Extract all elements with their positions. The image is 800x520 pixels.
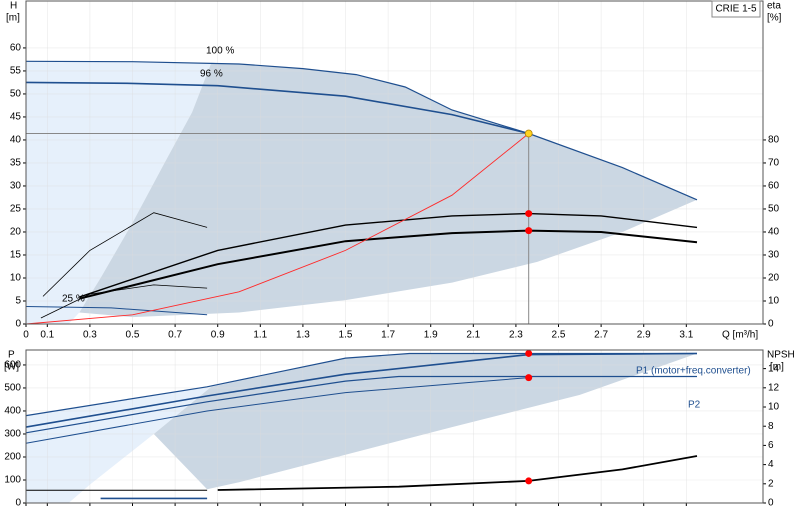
curve xyxy=(25,133,529,325)
x-tick-label: 2.3 xyxy=(509,330,523,341)
y-tick-label: 0 xyxy=(15,319,21,330)
operating-point xyxy=(525,349,533,357)
x-tick-label: 1.1 xyxy=(253,330,267,341)
operating-range xyxy=(26,61,212,325)
y2-tick-label: 70 xyxy=(768,158,780,169)
curve xyxy=(25,377,529,444)
x-tick-label: 0.7 xyxy=(168,330,182,341)
x-tick-label: 1.3 xyxy=(296,330,310,341)
power-panel: 0 100 200 300 400 500 600 0 2 4 6 8 10 12 14 xyxy=(4,349,780,509)
operating-range xyxy=(26,386,212,503)
y-tick-label: 200 xyxy=(4,452,21,463)
y-tick-label: 20 xyxy=(10,227,22,238)
y-tick-label: 60 xyxy=(10,43,22,54)
y2-tick-label: 30 xyxy=(768,250,780,261)
y2-tick-label: 4 xyxy=(768,459,774,470)
y2-tick-label: 60 xyxy=(768,181,780,192)
y2-tick-label: 10 xyxy=(768,296,780,307)
y-tick-label: 0 xyxy=(15,498,21,509)
y-tick-label: 500 xyxy=(4,383,21,394)
plot-frame xyxy=(25,0,764,325)
series-label: 100 % xyxy=(206,46,234,57)
plot-frame xyxy=(25,349,764,504)
x-tick-label: 0.1 xyxy=(40,330,54,341)
operating-point xyxy=(524,129,533,138)
x-tick-label: 1.5 xyxy=(339,330,353,341)
x-tick-label: 0.3 xyxy=(83,330,97,341)
y-tick-label: 5 xyxy=(15,296,21,307)
y-tick-label: 45 xyxy=(10,112,22,123)
y-tick-label: 55 xyxy=(10,66,22,77)
y-tick-label: 600 xyxy=(4,360,21,371)
y-tick-label: 50 xyxy=(10,89,22,100)
y2-tick-label: 0 xyxy=(768,498,774,509)
curve xyxy=(40,284,208,319)
y2-title: NPSH xyxy=(767,350,795,361)
y-unit: [W] xyxy=(4,362,19,373)
model-label: CRIE 1-5 xyxy=(715,4,757,15)
y-unit: [m] xyxy=(6,13,20,24)
y2-tick-label: 10 xyxy=(768,402,780,413)
x-tick-label: 0.5 xyxy=(126,330,140,341)
x-tick-label: 2.7 xyxy=(594,330,608,341)
x-tick-label: 2.5 xyxy=(552,330,566,341)
y2-tick-label: 6 xyxy=(768,440,774,451)
operating-range xyxy=(153,353,698,490)
series-label: P1 (motor+freq.converter) xyxy=(636,366,751,377)
curve xyxy=(25,60,698,201)
y2-tick-label: 50 xyxy=(768,204,780,215)
y-tick-label: 35 xyxy=(10,158,22,169)
labels: H [m] eta [%] CRIE 1-5 Q [m³/h] 100 % 96… xyxy=(4,0,795,411)
y-tick-label: 15 xyxy=(10,250,22,261)
series-label: 96 % xyxy=(200,69,223,80)
operating-point xyxy=(525,210,533,218)
y2-tick-label: 2 xyxy=(768,478,774,489)
y2-tick-label: 14 xyxy=(768,363,780,374)
y-tick-label: 100 xyxy=(4,475,21,486)
y2-tick-label: 8 xyxy=(768,421,774,432)
y-title: P xyxy=(8,350,15,361)
curve xyxy=(25,81,529,135)
y2-title: eta xyxy=(767,1,781,12)
curve xyxy=(25,352,697,417)
y-tick-label: 10 xyxy=(10,273,22,284)
y-tick-label: 400 xyxy=(4,406,21,417)
x-title: Q [m³/h] xyxy=(722,330,758,341)
curve xyxy=(25,306,208,316)
curve xyxy=(25,352,698,428)
y-tick-label: 300 xyxy=(4,429,21,440)
y-tick-label: 25 xyxy=(10,204,22,215)
model-box xyxy=(711,0,761,18)
curve xyxy=(42,212,208,297)
series-label: 25 % xyxy=(62,294,85,305)
curve xyxy=(79,212,698,298)
operating-point xyxy=(525,374,533,382)
x-tick-label: 2.9 xyxy=(637,330,651,341)
operating-point xyxy=(525,477,533,485)
y-tick-label: 30 xyxy=(10,181,22,192)
x-tick-label: 2.1 xyxy=(466,330,480,341)
series-label: P2 xyxy=(688,400,701,411)
x-tick-label: 1.9 xyxy=(424,330,438,341)
curve xyxy=(25,375,697,434)
y2-unit: [%] xyxy=(767,13,782,24)
y-tick-label: 40 xyxy=(10,135,22,146)
head-panel: 0 0.1 0.3 0.5 0.7 0.9 1.1 1.3 1.5 1.7 1.9 2.1 2.3 2.5… xyxy=(10,0,780,341)
y2-tick-label: 40 xyxy=(768,227,780,238)
x-tick-label: 0.9 xyxy=(211,330,225,341)
y2-tick-label: 80 xyxy=(768,135,780,146)
y2-unit: [m] xyxy=(770,362,784,373)
y2-tick-label: 12 xyxy=(768,382,780,393)
operating-point xyxy=(525,227,533,235)
x-tick-label: 3.1 xyxy=(679,330,693,341)
y2-tick-label: 0 xyxy=(768,319,774,330)
x-tick-label: 1.7 xyxy=(381,330,395,341)
y2-tick-label: 20 xyxy=(768,273,780,284)
y-title: H xyxy=(10,1,17,12)
x-tick-label: 0 xyxy=(23,330,29,341)
curve xyxy=(79,229,698,300)
